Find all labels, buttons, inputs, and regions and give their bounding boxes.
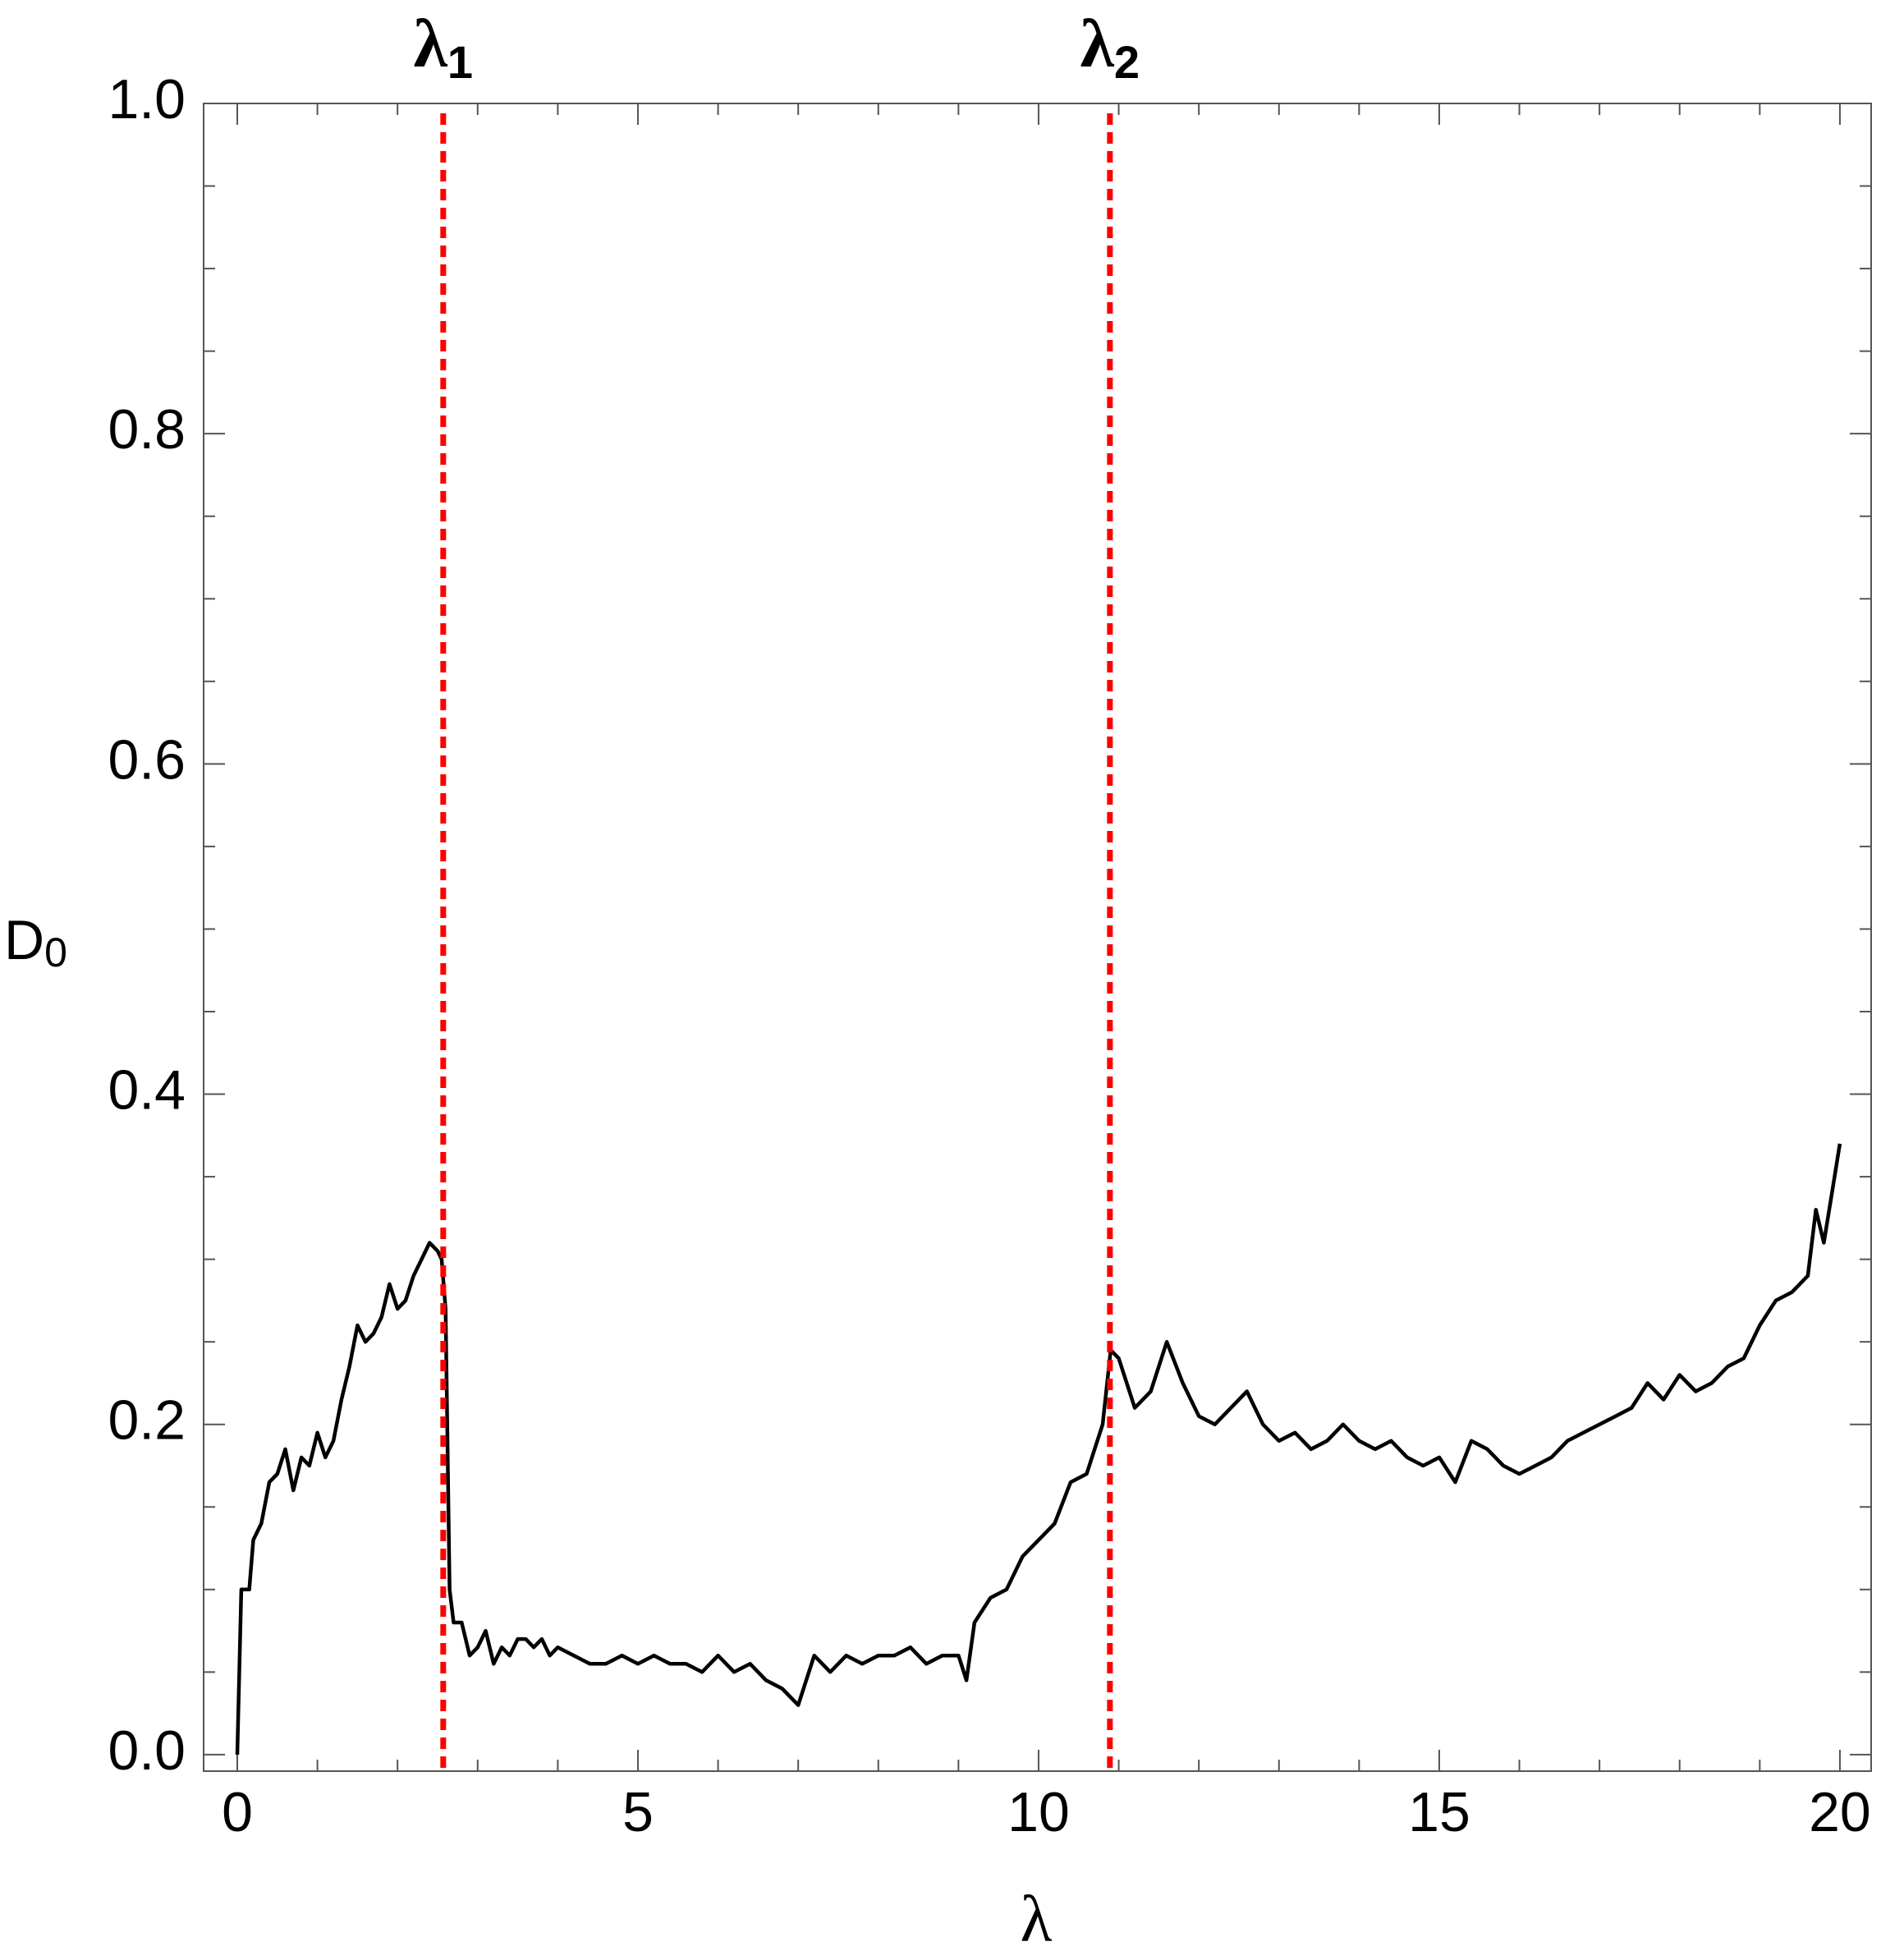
y-tick-label: 0.2 [108,1389,186,1452]
y-label-sub: 0 [44,930,67,975]
x-tick-label: 20 [1809,1781,1871,1843]
x-tick-label: 15 [1408,1781,1470,1843]
threshold-label: λ2 [1080,6,1140,88]
data-line [235,1143,1842,1755]
x-tick-label: 0 [222,1781,253,1843]
threshold-label-main: λ [1080,6,1115,82]
y-tick-label: 0.0 [108,1719,186,1782]
y-label-main: D [4,909,44,971]
y-tick-label: 0.4 [108,1059,186,1122]
x-tick-label: 5 [622,1781,654,1843]
y-axis-label: D0 [4,909,67,975]
x-tick-label: 10 [1007,1781,1070,1843]
threshold-label: λ1 [414,6,473,88]
y-tick-label: 0.8 [108,398,186,461]
x-axis-label: λ [1021,1883,1053,1955]
threshold-label-main: λ [414,6,448,82]
y-tick-label: 0.6 [108,728,186,791]
threshold-label-sub: 2 [1114,36,1140,88]
y-tick-label: 1.0 [108,68,186,131]
threshold-label-sub: 1 [447,36,473,88]
plot-frame [203,103,1872,1772]
